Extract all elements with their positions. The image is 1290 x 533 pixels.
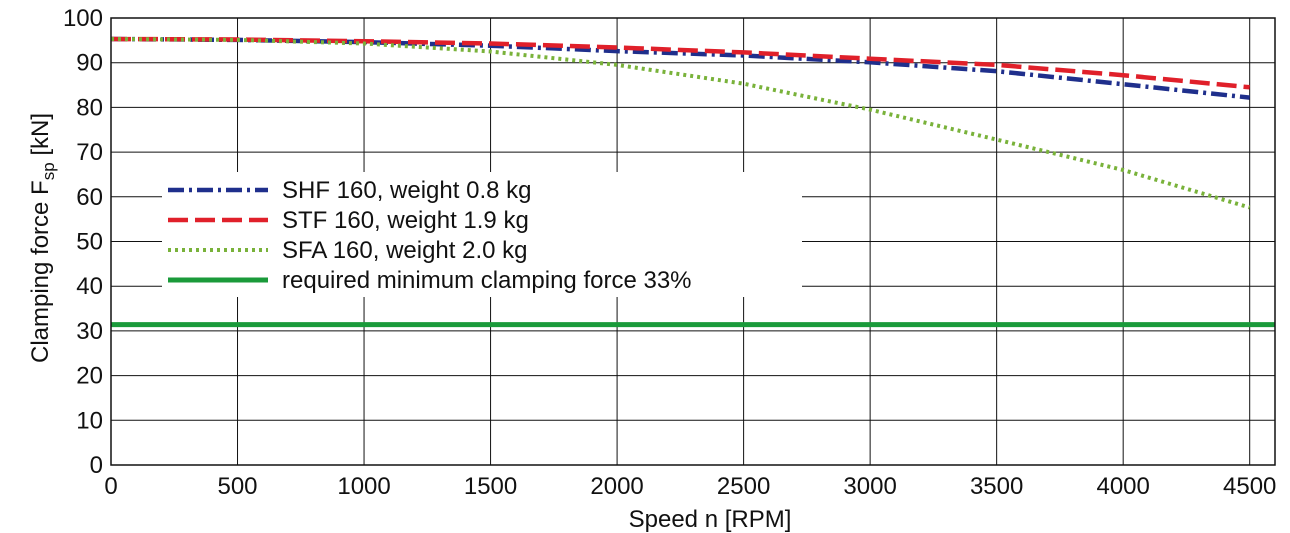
y-axis-label-unit: [kN] <box>27 113 54 162</box>
series-line <box>110 37 1251 210</box>
y-tick-label: 10 <box>76 407 103 434</box>
y-tick-label: 40 <box>76 273 103 300</box>
x-tick-label: 4500 <box>1223 473 1276 500</box>
y-tick-label: 100 <box>63 5 103 32</box>
series-lines <box>110 36 1275 328</box>
x-tick-label: 3000 <box>843 473 896 500</box>
y-tick-label: 50 <box>76 229 103 256</box>
x-tick-label: 1000 <box>337 473 390 500</box>
x-axis-label: Speed n [RPM] <box>629 506 792 533</box>
y-axis-ticks: 0 10 20 30 40 50 60 70 80 90 100 <box>63 5 103 479</box>
y-tick-label: 60 <box>76 184 103 211</box>
legend: SHF 160, weight 0.8 kg STF 160, weight 1.… <box>162 172 802 297</box>
y-axis-label-main: Clamping force F <box>27 180 54 363</box>
x-tick-label: 2500 <box>717 473 770 500</box>
y-tick-label: 20 <box>76 363 103 390</box>
x-axis-ticks: 0 500 1000 1500 2000 2500 3000 3500 4000 4500 <box>104 473 1276 500</box>
y-tick-label: 80 <box>76 94 103 121</box>
y-axis-label-subscript: sp <box>39 162 58 180</box>
x-tick-label: 2000 <box>590 473 643 500</box>
x-tick-label: 3500 <box>970 473 1023 500</box>
y-tick-label: 30 <box>76 318 103 345</box>
legend-label: STF 160, weight 1.9 kg <box>282 207 529 234</box>
y-tick-label: 90 <box>76 50 103 77</box>
x-tick-label: 4000 <box>1096 473 1149 500</box>
legend-label: SHF 160, weight 0.8 kg <box>282 177 531 204</box>
legend-background <box>162 172 802 297</box>
x-tick-label: 0 <box>104 473 117 500</box>
x-tick-label: 1500 <box>464 473 517 500</box>
x-tick-label: 500 <box>217 473 257 500</box>
legend-label: required minimum clamping force 33% <box>282 267 692 294</box>
y-tick-label: 0 <box>90 452 103 479</box>
legend-label: SFA 160, weight 2.0 kg <box>282 237 528 264</box>
y-tick-label: 70 <box>76 139 103 166</box>
plot-frame <box>110 17 1276 466</box>
y-axis-label: Clamping force Fsp [kN] <box>27 113 58 363</box>
